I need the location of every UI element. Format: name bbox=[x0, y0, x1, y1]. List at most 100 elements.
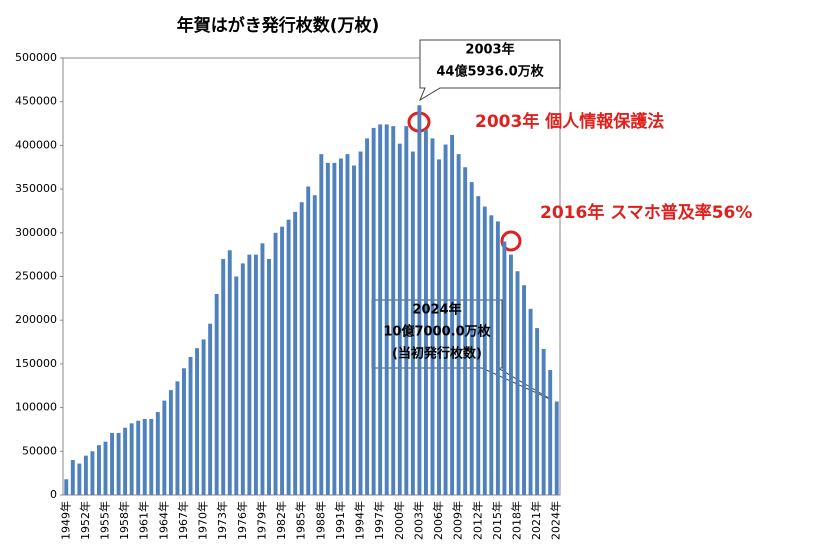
bar bbox=[482, 206, 487, 495]
bar bbox=[195, 348, 200, 495]
annotation: 2003年 個人情報保護法 bbox=[475, 111, 664, 132]
x-tick-label: 1991年 bbox=[333, 501, 347, 540]
bar bbox=[384, 124, 389, 495]
bar bbox=[168, 390, 173, 495]
bar bbox=[345, 154, 350, 495]
annotation: 2016年 スマホ普及率56% bbox=[540, 202, 752, 223]
bar bbox=[142, 418, 147, 495]
bar bbox=[450, 134, 455, 496]
bar bbox=[476, 196, 481, 496]
bar bbox=[214, 293, 219, 495]
x-tick-label: 2015年 bbox=[490, 501, 504, 540]
bar bbox=[554, 401, 559, 495]
bar bbox=[463, 167, 468, 495]
bar bbox=[227, 250, 232, 495]
bar bbox=[430, 138, 435, 495]
bar bbox=[155, 411, 160, 495]
y-tick-label: 350000 bbox=[15, 182, 57, 195]
bar bbox=[456, 154, 461, 495]
x-tick-label: 1958年 bbox=[117, 501, 131, 540]
bar bbox=[182, 368, 186, 495]
annotation: 10億7000.0万枚 bbox=[383, 324, 491, 340]
y-tick-label: 500000 bbox=[15, 51, 57, 64]
y-tick-label: 0 bbox=[50, 488, 57, 501]
x-tick-label: 1979年 bbox=[254, 501, 268, 540]
bar bbox=[469, 182, 474, 495]
bar bbox=[352, 165, 356, 495]
bar bbox=[397, 143, 402, 496]
x-tick-label: 2021年 bbox=[529, 501, 543, 540]
bar bbox=[260, 243, 265, 495]
y-tick-label: 150000 bbox=[15, 357, 57, 370]
bar bbox=[129, 423, 134, 495]
bar bbox=[338, 158, 343, 495]
bar bbox=[70, 460, 75, 495]
bar bbox=[273, 232, 278, 496]
x-tick-label: 1982年 bbox=[274, 501, 288, 540]
bar bbox=[319, 154, 324, 495]
annotation: 2003年 bbox=[465, 42, 514, 58]
x-tick-label: 2009年 bbox=[451, 501, 465, 540]
x-tick-label: 1973年 bbox=[215, 501, 229, 540]
x-tick-label: 1964年 bbox=[156, 501, 170, 540]
bar bbox=[201, 339, 206, 495]
bar bbox=[306, 186, 311, 495]
bar bbox=[502, 241, 507, 495]
bar bbox=[149, 418, 154, 495]
bar bbox=[489, 215, 494, 495]
highlight-circle bbox=[500, 230, 522, 252]
y-tick-label: 400000 bbox=[15, 138, 57, 151]
y-tick-label: 200000 bbox=[15, 313, 57, 326]
bar bbox=[495, 221, 500, 496]
bar bbox=[97, 445, 101, 495]
x-tick-label: 1994年 bbox=[353, 501, 367, 540]
y-tick-label: 100000 bbox=[15, 401, 57, 414]
bar bbox=[325, 162, 330, 495]
x-tick-label: 1976年 bbox=[235, 501, 249, 540]
x-tick-label: 1949年 bbox=[58, 501, 72, 540]
bar bbox=[417, 105, 422, 495]
bar bbox=[528, 308, 533, 495]
bar bbox=[437, 159, 441, 495]
x-tick-label: 2024年 bbox=[549, 501, 563, 540]
x-tick-label: 1955年 bbox=[98, 501, 112, 540]
callout-box bbox=[418, 39, 561, 102]
annotation: 2024年 bbox=[412, 302, 461, 318]
bar bbox=[110, 432, 115, 495]
x-tick-label: 1961年 bbox=[137, 501, 151, 540]
x-tick-label: 1997年 bbox=[372, 501, 386, 540]
x-tick-label: 1952年 bbox=[78, 501, 92, 540]
bar bbox=[515, 271, 520, 495]
bar bbox=[221, 259, 226, 495]
bar bbox=[175, 381, 180, 495]
bar bbox=[391, 126, 396, 495]
bar bbox=[299, 202, 304, 495]
y-tick-label: 250000 bbox=[15, 270, 57, 283]
bar bbox=[103, 441, 108, 495]
x-tick-label: 2018年 bbox=[509, 501, 523, 540]
bar bbox=[443, 144, 448, 495]
bar bbox=[77, 463, 82, 495]
annotation: 44億5936.0万枚 bbox=[436, 64, 544, 80]
bar bbox=[522, 285, 526, 495]
bar bbox=[280, 226, 285, 495]
bar bbox=[83, 455, 88, 495]
bar bbox=[541, 349, 546, 495]
bar bbox=[378, 124, 383, 495]
x-tick-label: 1985年 bbox=[294, 501, 308, 540]
bar bbox=[90, 451, 95, 495]
y-tick-label: 450000 bbox=[15, 95, 57, 108]
chart-title: 年賀はがき発行枚数(万枚) bbox=[177, 15, 380, 36]
bar bbox=[267, 259, 271, 495]
bar bbox=[123, 427, 128, 495]
bar bbox=[286, 219, 291, 495]
bar bbox=[508, 254, 513, 495]
x-tick-label: 2006年 bbox=[431, 501, 445, 540]
bar bbox=[136, 420, 141, 495]
bar bbox=[253, 254, 258, 495]
bar bbox=[247, 254, 252, 495]
bar bbox=[358, 151, 363, 495]
x-tick-label: 1967年 bbox=[176, 501, 190, 540]
bar bbox=[116, 432, 121, 495]
